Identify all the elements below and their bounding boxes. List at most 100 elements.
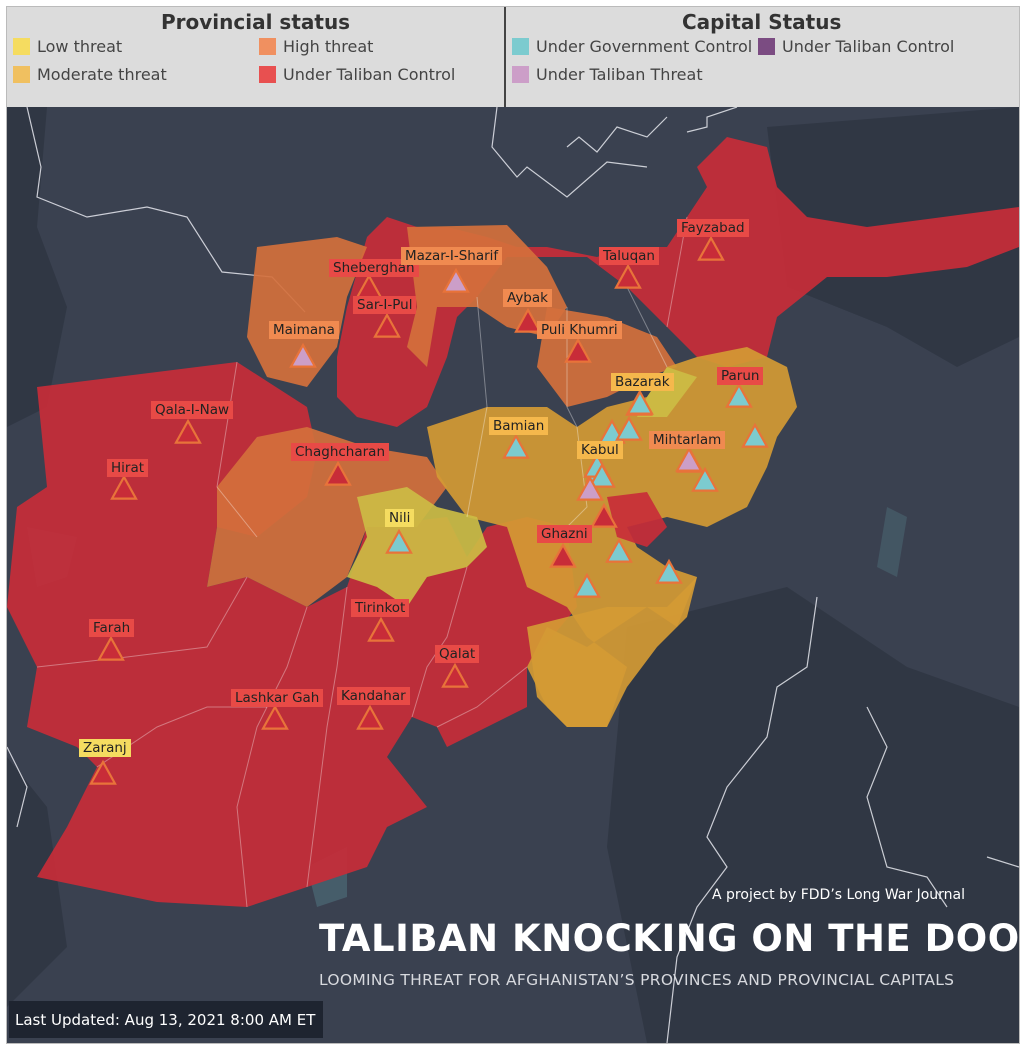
capital-marker bbox=[174, 418, 202, 444]
legend-panel: Provincial status Low threat High threat… bbox=[7, 7, 1019, 107]
legend-label: Under Taliban Threat bbox=[536, 65, 703, 84]
province-border bbox=[436, 666, 528, 728]
capital-label: Farah bbox=[89, 619, 135, 637]
map-title: TALIBAN KNOCKING ON THE DOOR bbox=[319, 917, 1020, 960]
border-line bbox=[566, 116, 668, 153]
capital-label: Nili bbox=[385, 509, 415, 527]
legend-item-low-threat: Low threat bbox=[13, 37, 122, 56]
district-marker bbox=[691, 466, 719, 492]
capital-marker bbox=[97, 635, 125, 661]
district-marker bbox=[626, 389, 654, 415]
legend-label: Under Taliban Control bbox=[283, 65, 456, 84]
capital-marker bbox=[442, 267, 470, 293]
legend-label: High threat bbox=[283, 37, 374, 56]
legend-label: Low threat bbox=[37, 37, 123, 56]
province-border bbox=[626, 286, 668, 368]
capital-marker bbox=[385, 528, 413, 554]
region-moderate-threat bbox=[527, 577, 697, 727]
capital-marker bbox=[289, 342, 317, 368]
capital-marker bbox=[110, 474, 138, 500]
capital-marker bbox=[514, 307, 542, 333]
capital-marker bbox=[356, 704, 384, 730]
capital-marker bbox=[324, 460, 352, 486]
capital-label: Mihtarlam bbox=[649, 431, 726, 449]
capital-marker bbox=[373, 312, 401, 338]
legend-item-taliban-threat: Under Taliban Threat bbox=[512, 65, 703, 84]
region-high-threat bbox=[207, 427, 447, 607]
capital-label: Sar-I-Pul bbox=[353, 296, 417, 314]
capital-marker bbox=[564, 337, 592, 363]
province-border bbox=[236, 606, 308, 908]
landmass bbox=[7, 757, 67, 1007]
capital-label: Maimana bbox=[269, 321, 339, 339]
capital-legend-title: Capital Status bbox=[682, 10, 842, 34]
district-marker bbox=[573, 572, 601, 598]
capital-label: Zaranj bbox=[79, 739, 131, 757]
region-low-threat bbox=[347, 487, 487, 607]
map-figure: Provincial status Low threat High threat… bbox=[6, 6, 1020, 1044]
province-border bbox=[466, 296, 488, 518]
capital-label: Chaghcharan bbox=[291, 443, 390, 461]
capital-label: Lashkar Gah bbox=[231, 689, 324, 707]
capital-marker bbox=[697, 235, 725, 261]
legend-label: Moderate threat bbox=[37, 65, 167, 84]
border-line bbox=[986, 856, 1019, 868]
capital-label: Taluqan bbox=[599, 247, 659, 265]
region-taliban-control bbox=[7, 362, 577, 907]
capital-marker bbox=[502, 433, 530, 459]
district-marker bbox=[605, 537, 633, 563]
credit-line: A project by FDD’s Long War Journal bbox=[712, 887, 965, 903]
province-border bbox=[36, 576, 248, 668]
border-line bbox=[686, 107, 738, 133]
capital-markers bbox=[89, 235, 769, 785]
legend-label: Under Government Control bbox=[536, 37, 753, 56]
legend-item-high-threat: High threat bbox=[259, 37, 373, 56]
legend-item-taliban-control: Under Taliban Control bbox=[259, 65, 455, 84]
last-updated-badge: Last Updated: Aug 13, 2021 8:00 AM ET bbox=[9, 1001, 324, 1038]
capital-label: Qala-I-Naw bbox=[151, 401, 234, 419]
district-marker bbox=[588, 462, 616, 488]
district-marker bbox=[576, 475, 604, 501]
district-marker bbox=[655, 558, 683, 584]
legend-item-moderate-threat: Moderate threat bbox=[13, 65, 167, 84]
border-line bbox=[866, 706, 948, 908]
capital-marker bbox=[441, 662, 469, 688]
capital-label: Parun bbox=[717, 367, 764, 385]
capital-label: Kandahar bbox=[337, 687, 410, 705]
capital-label: Ghazni bbox=[537, 525, 592, 543]
map-subtitle: LOOMING THREAT FOR AFGHANISTAN’S PROVINC… bbox=[319, 971, 955, 989]
border-line bbox=[7, 746, 28, 828]
capital-label: Aybak bbox=[503, 289, 552, 307]
capital-marker bbox=[614, 263, 642, 289]
district-marker bbox=[741, 422, 769, 448]
region-low-threat bbox=[637, 367, 697, 417]
capital-marker bbox=[549, 542, 577, 568]
taliban-control-swatch bbox=[259, 66, 276, 83]
capital-label: Bazarak bbox=[611, 373, 674, 391]
landmass bbox=[607, 587, 1019, 1043]
legend-item-gov-control: Under Government Control bbox=[512, 37, 752, 56]
legend-divider bbox=[504, 7, 506, 107]
moderate-threat-swatch bbox=[13, 66, 30, 83]
capital-label: Puli Khumri bbox=[537, 321, 622, 339]
landmass bbox=[7, 107, 67, 427]
district-marker bbox=[590, 502, 618, 528]
capital-label: Sheberghan bbox=[329, 259, 419, 277]
capital-taliban-swatch bbox=[758, 38, 775, 55]
province-border bbox=[566, 307, 578, 428]
capital-marker bbox=[725, 382, 753, 408]
provincial-legend-title: Provincial status bbox=[161, 10, 351, 34]
capital-marker bbox=[367, 616, 395, 642]
high-threat-swatch bbox=[259, 38, 276, 55]
province-border bbox=[306, 586, 348, 888]
district-marker bbox=[675, 446, 703, 472]
legend-label: Under Taliban Control bbox=[782, 37, 955, 56]
district-marker bbox=[615, 415, 643, 441]
capital-label: Mazar-I-Sharif bbox=[401, 247, 503, 265]
gov-control-swatch bbox=[512, 38, 529, 55]
capital-label: Kabul bbox=[577, 441, 623, 459]
region-taliban-control bbox=[607, 492, 667, 547]
border-line bbox=[666, 596, 818, 1043]
capital-marker bbox=[261, 704, 289, 730]
capital-label: Tirinkot bbox=[351, 599, 410, 617]
